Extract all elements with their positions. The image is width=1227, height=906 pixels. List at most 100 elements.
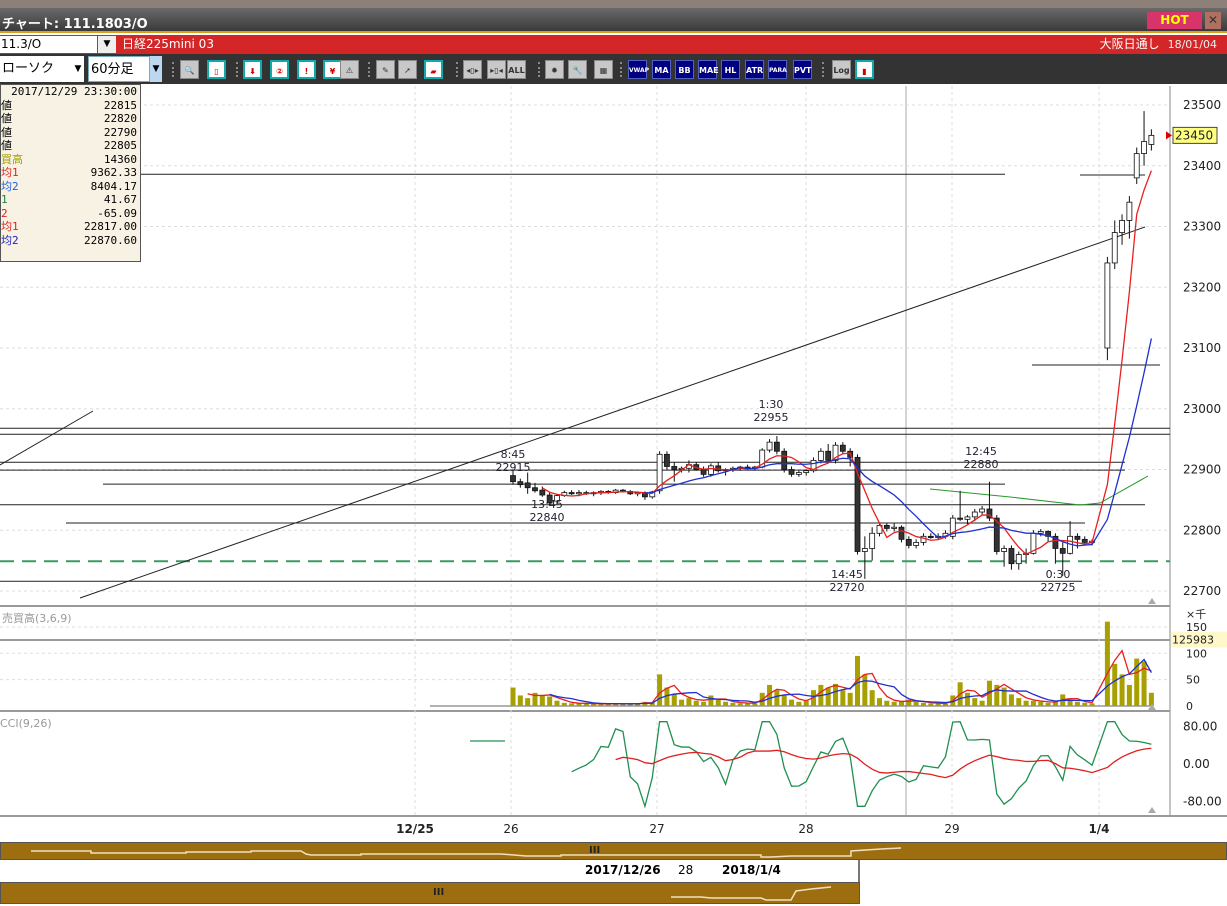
download-icon[interactable]: ⬇	[243, 60, 262, 79]
candle-body	[869, 532, 876, 549]
oscillator-title: CCI(9,26)	[0, 717, 52, 730]
candle-body	[957, 517, 964, 520]
symbol-code-input[interactable]: 11.3/O	[0, 36, 97, 53]
volume-bar	[847, 692, 853, 706]
info-value: 22815	[103, 98, 137, 112]
time-scrollbar[interactable]: III	[0, 842, 1227, 860]
annotation-time: 13:45	[531, 498, 563, 511]
scroll-up-arrow-icon	[1148, 598, 1156, 604]
candle-body	[766, 441, 773, 451]
volume-bar	[539, 695, 545, 706]
atr-icon[interactable]: ATR	[745, 60, 764, 79]
scroll-grip[interactable]: III	[589, 845, 601, 856]
annotation-price: 22880	[964, 458, 999, 471]
volume-bar	[920, 702, 926, 706]
expand-icon[interactable]: ◂▯▸	[463, 60, 482, 79]
volume-bar	[1082, 702, 1088, 706]
volume-last-label: 125983	[1172, 634, 1214, 647]
chart-area[interactable]: 2350023400233002320023100230002290022800…	[0, 84, 1227, 844]
bb-icon[interactable]: BB	[675, 60, 694, 79]
wrench-icon[interactable]: 🔧	[568, 60, 587, 79]
volume-bar	[928, 703, 934, 706]
candle-body	[532, 487, 538, 492]
log-icon[interactable]: Log	[832, 60, 851, 79]
volume-bar	[942, 703, 948, 706]
mae-icon[interactable]: MAE	[698, 60, 719, 79]
price-tick-label: 22800	[1183, 523, 1221, 537]
chevron-down-icon[interactable]: ▼	[98, 36, 116, 53]
volume-bar	[891, 701, 897, 706]
candle-body	[832, 444, 839, 461]
pen-icon[interactable]: ✎	[376, 60, 395, 79]
candle-body	[825, 450, 832, 461]
candle-body	[664, 453, 670, 467]
hl-icon[interactable]: HL	[721, 60, 740, 79]
para-icon[interactable]: PARA	[768, 60, 787, 79]
symbol-bar: 11.3/O ▼ 日経225mini 03 大阪日通し 18/01/04	[0, 35, 1227, 54]
volume-last-tag	[1171, 631, 1227, 648]
vwap-icon[interactable]: VWAP	[628, 60, 649, 79]
x-tick-label: 26	[503, 822, 518, 836]
chevron-down-icon[interactable]: ▼	[150, 56, 162, 82]
volume-bar	[620, 703, 626, 706]
info-value: 22790	[103, 125, 137, 139]
volume-bar	[825, 687, 831, 706]
session-label: 大阪日通し	[1099, 37, 1160, 51]
volume-bar	[598, 703, 604, 706]
candle-body	[1126, 201, 1133, 221]
candle-body	[1133, 153, 1140, 179]
candle-body	[810, 459, 817, 472]
bar-alert-icon[interactable]: !	[297, 60, 316, 79]
scroll-grip[interactable]: III	[433, 887, 445, 898]
last-price-tag	[1172, 126, 1218, 144]
volume-bar	[561, 702, 567, 706]
gear-icon[interactable]: ✹	[545, 60, 564, 79]
info-label: 買高	[1, 152, 23, 166]
price-tick-label: 23000	[1183, 402, 1221, 416]
annotation-price: 22725	[1041, 581, 1076, 594]
toolbar-separator	[538, 62, 540, 77]
chart-window-icon[interactable]: ▮	[855, 60, 874, 79]
candle-body	[554, 495, 560, 502]
volume-bar	[1008, 694, 1014, 706]
hot-button[interactable]: HOT	[1147, 12, 1202, 29]
trend-line	[0, 410, 94, 466]
info-value: -65.09	[97, 206, 137, 220]
cursor-icon[interactable]: ➚	[398, 60, 417, 79]
volume-bar	[898, 701, 904, 706]
annotation-time: 8:45	[501, 448, 526, 461]
volume-bar	[576, 703, 582, 706]
info-row: 均1 22817.00	[1, 220, 140, 234]
volume-bar	[554, 700, 560, 706]
candle-body	[1141, 141, 1147, 154]
chevron-down-icon[interactable]: ▼	[72, 56, 84, 82]
eraser-icon[interactable]: ▰	[424, 60, 443, 79]
zoom-icon[interactable]: 🔍	[180, 60, 199, 79]
range-scrollbar[interactable]: III	[0, 882, 860, 904]
color-icon[interactable]: ▦	[594, 60, 613, 79]
candle-body	[883, 524, 890, 529]
pvt-icon[interactable]: PVT	[793, 60, 812, 79]
all-icon[interactable]: ALL	[507, 60, 526, 79]
annotation-time: 12:45	[965, 445, 997, 458]
volume-bar	[591, 703, 597, 706]
volume-bar	[1134, 658, 1140, 706]
info-label: 値	[1, 139, 12, 152]
ma-icon[interactable]: MA	[652, 60, 671, 79]
shrink-icon[interactable]: ▸▯◂	[487, 60, 506, 79]
volume-bar	[840, 690, 846, 706]
info-label: 均1	[1, 220, 19, 233]
candle-body	[861, 548, 868, 552]
close-button[interactable]: ✕	[1205, 12, 1221, 29]
candle-body	[803, 470, 810, 473]
volume-bar	[605, 703, 611, 706]
info-label: 値	[1, 112, 12, 125]
interval-select[interactable]: 60分足	[88, 56, 150, 82]
volume-bar	[972, 698, 978, 706]
warning-icon[interactable]: ⚠	[340, 60, 359, 79]
info-label: 2	[1, 206, 8, 220]
volume-bar	[789, 699, 795, 706]
chart-type-select[interactable]: ローソク	[0, 56, 72, 82]
frame-icon[interactable]: ▯	[207, 60, 226, 79]
search-2-icon[interactable]: ②	[270, 60, 289, 79]
